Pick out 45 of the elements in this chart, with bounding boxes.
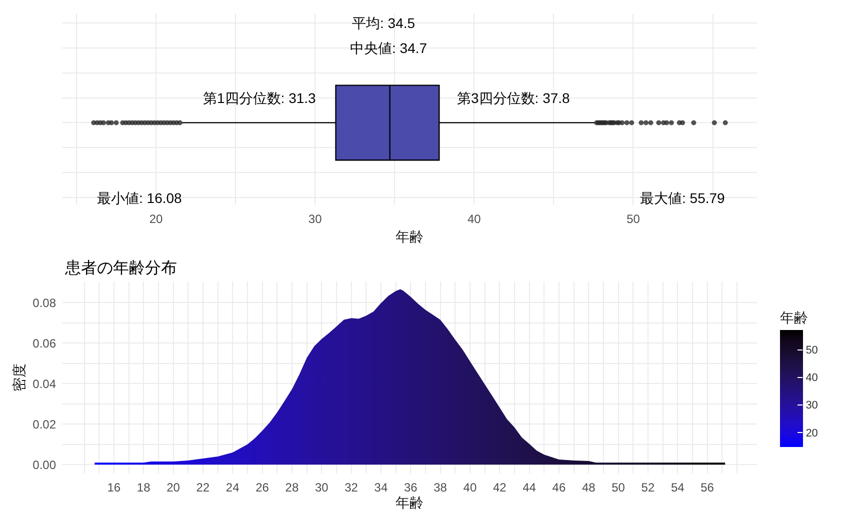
x-tick-label: 36 [404, 480, 418, 494]
x-tick-label: 56 [700, 480, 714, 494]
x-tick-label: 32 [344, 480, 358, 494]
x-tick-label: 50 [612, 480, 626, 494]
color-bar-label: 40 [806, 372, 818, 384]
annotation: 最大値: 55.79 [640, 190, 726, 206]
x-tick-label: 46 [552, 480, 566, 494]
annotation: 中央値: 34.7 [350, 40, 428, 56]
x-tick-label: 38 [434, 480, 448, 494]
annotation: 最小値: 16.08 [97, 190, 182, 206]
x-tick-label: 30 [314, 480, 329, 494]
y-axis-title: 密度 [11, 364, 28, 392]
x-tick-label: 48 [582, 480, 596, 494]
x-tick-label: 22 [196, 480, 210, 494]
x-tick-label: 54 [670, 480, 685, 494]
x-tick-label: 44 [522, 480, 536, 494]
chart-title: 患者の年齢分布 [64, 259, 177, 277]
x-tick-label: 28 [285, 480, 299, 494]
x-axis-title: 年齢 [396, 494, 424, 511]
y-tick-label: 0.08 [32, 296, 56, 310]
x-axis-title: 年齢 [396, 228, 424, 244]
y-tick-label: 0.00 [32, 458, 56, 472]
x-tick-label: 42 [492, 480, 507, 494]
y-tick-label: 0.06 [32, 336, 56, 350]
x-tick-label: 30 [308, 212, 322, 226]
color-bar-label: 30 [806, 400, 818, 412]
x-tick-label: 34 [374, 480, 388, 494]
annotation: 第1四分位数: 31.3 [203, 90, 316, 106]
x-tick-label: 26 [256, 480, 270, 494]
y-tick-label: 0.04 [32, 376, 56, 391]
color-bar-label: 50 [806, 344, 818, 357]
x-tick-label: 40 [463, 480, 477, 494]
color-bar-label: 20 [806, 427, 818, 440]
x-tick-label: 20 [149, 212, 164, 226]
x-tick-label: 16 [107, 480, 121, 494]
y-tick-label: 0.02 [32, 417, 56, 432]
x-tick-label: 40 [467, 212, 482, 226]
annotation: 平均: 34.5 [352, 15, 416, 31]
x-tick-label: 20 [166, 480, 180, 494]
annotation: 第3四分位数: 37.8 [457, 90, 570, 106]
x-tick-label: 50 [626, 212, 640, 226]
x-tick-label: 18 [136, 480, 151, 494]
color-bar-title: 年齢 [780, 310, 808, 326]
x-tick-label: 52 [641, 480, 655, 494]
x-tick-label: 24 [226, 480, 240, 494]
